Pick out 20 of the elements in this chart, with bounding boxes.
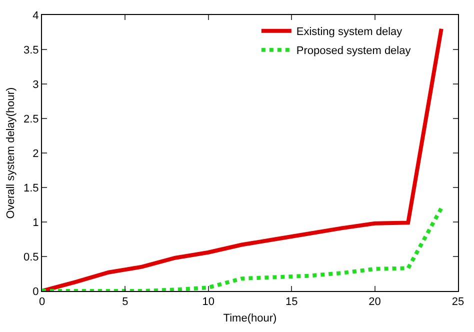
y-axis-title: Overall system delay(hour) — [5, 87, 18, 219]
y-tick-label: 0.5 — [24, 251, 39, 264]
x-axis-title: Time(hour) — [223, 312, 277, 324]
y-tick-label: 2 — [32, 148, 39, 160]
y-tick-label: 2.5 — [24, 113, 39, 126]
x-tick-label: 10 — [202, 296, 215, 308]
y-tick-label: 3.5 — [24, 44, 39, 56]
y-tick-label: 0 — [32, 286, 39, 298]
x-tick-label: 20 — [368, 296, 381, 308]
x-tick-label: 5 — [122, 296, 128, 308]
y-tick-label: 1 — [32, 216, 39, 229]
y-tick-label: 3 — [32, 78, 39, 91]
y-tick-label: 4 — [32, 10, 39, 22]
line-series — [42, 206, 444, 291]
legend-label: Proposed system delay — [296, 45, 412, 58]
x-tick-label: 25 — [452, 296, 464, 308]
y-tick-label: 1.5 — [24, 182, 39, 194]
line-series — [42, 26, 444, 291]
legend-label: Existing system delay — [296, 26, 403, 38]
x-tick-label: 15 — [285, 296, 298, 308]
